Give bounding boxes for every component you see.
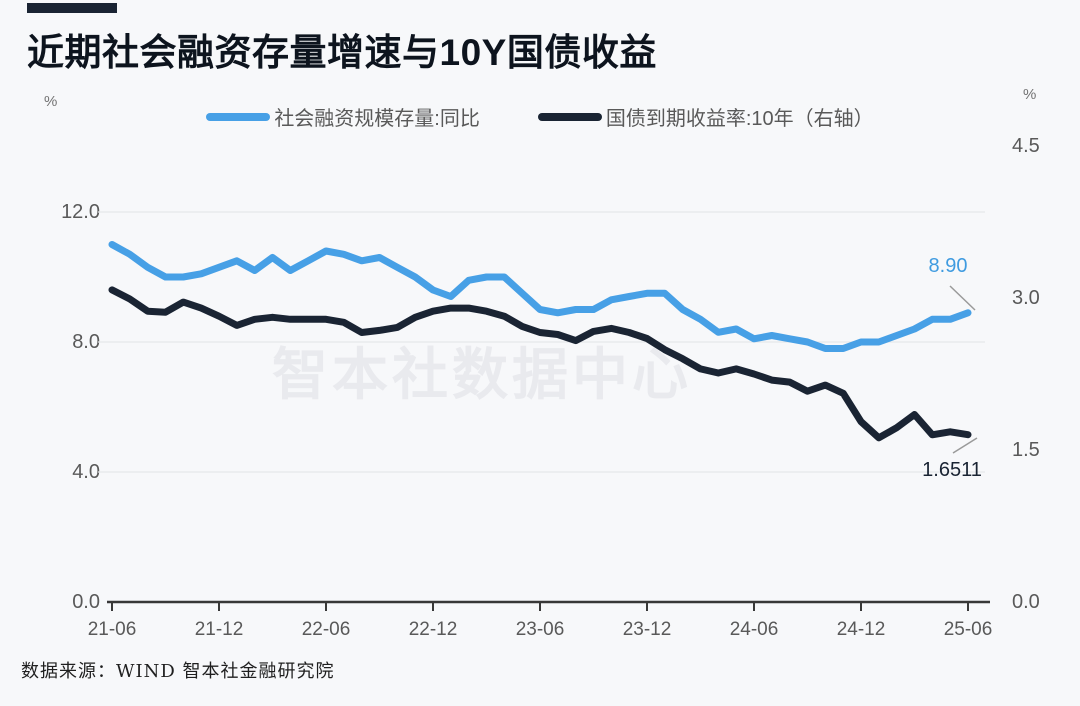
legend-label: 国债到期收益率:10年（右轴）	[605, 108, 874, 130]
left-axis-tick: 0.0	[72, 591, 100, 613]
right-axis-tick: 1.5	[1012, 439, 1040, 461]
watermark: 智本社数据中心	[272, 343, 692, 406]
blue-line-swatch-icon	[206, 112, 271, 121]
x-axis-tick: 22-06	[301, 619, 351, 640]
x-axis-tick: 23-12	[622, 619, 672, 640]
left-axis-tick: 8.0	[72, 331, 100, 353]
x-axis-tick: 21-06	[87, 619, 137, 640]
legend-label: 社会融资规模存量:同比	[274, 108, 480, 130]
x-axis-tick: 23-06	[515, 619, 565, 640]
annotation-last-blue-value: 8.90	[928, 255, 968, 277]
right-axis-tick: 3.0	[1012, 287, 1040, 309]
x-axis-tick: 21-12	[194, 619, 244, 640]
x-axis-tick: 25-06	[943, 619, 993, 640]
title-accent-bar	[27, 3, 117, 13]
left-axis-tick: 12.0	[61, 201, 100, 223]
left-axis-unit: %	[44, 93, 58, 110]
legend: 社会融资规模存量:同比 国债到期收益率:10年（右轴）	[0, 102, 1080, 131]
legend-item-social-financing: 社会融资规模存量:同比	[206, 102, 480, 131]
legend-item-bond-yield: 国债到期收益率:10年（右轴）	[537, 102, 874, 131]
page-title: 近期社会融资存量增速与10Y国债收益	[27, 32, 657, 73]
right-axis-tick: 0.0	[1012, 591, 1040, 613]
x-axis-tick: 24-06	[729, 619, 779, 640]
annotation-last-dark-value: 1.6511	[922, 459, 982, 481]
navy-line-swatch-icon	[537, 112, 602, 121]
x-axis-tick: 24-12	[836, 619, 886, 640]
data-source: 数据来源：WIND 智本社金融研究院	[21, 661, 335, 682]
left-axis-tick: 4.0	[72, 461, 100, 483]
right-axis-tick: 4.5	[1012, 135, 1040, 157]
x-axis-tick: 22-12	[408, 619, 458, 640]
right-axis-unit: %	[1023, 86, 1037, 103]
